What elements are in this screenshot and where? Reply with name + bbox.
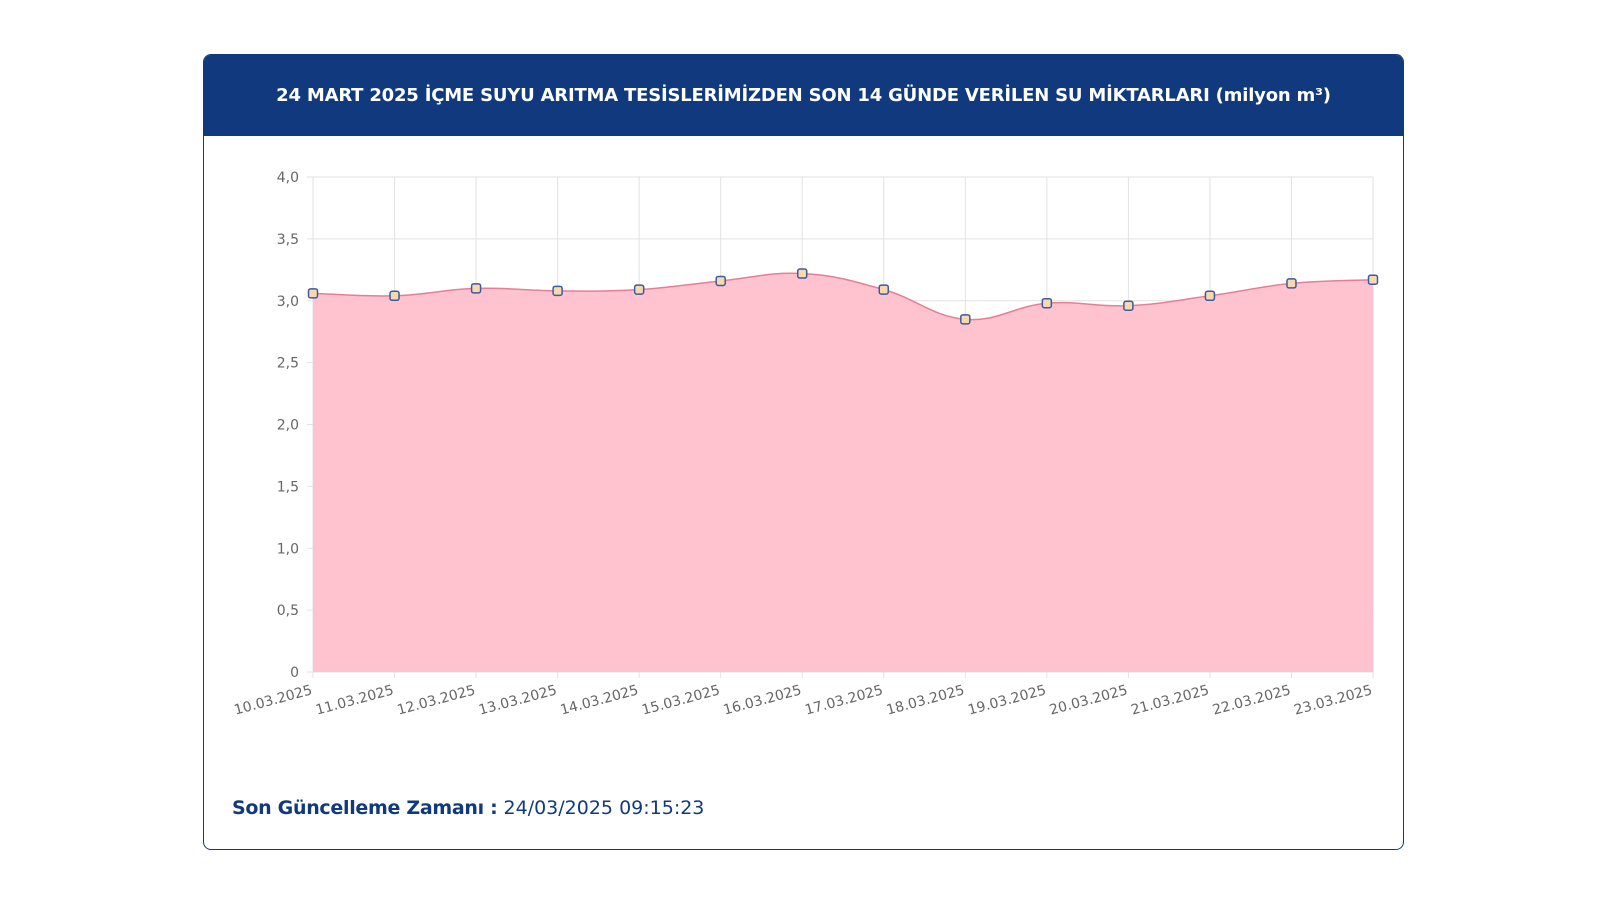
x-tick-label: 17.03.2025 xyxy=(803,682,885,718)
y-tick-label: 3,5 xyxy=(277,232,299,248)
data-point xyxy=(715,275,726,287)
last-update-label: Son Güncelleme Zamanı : xyxy=(232,797,498,819)
data-point xyxy=(470,283,482,294)
area-fill xyxy=(313,273,1373,672)
x-tick-label: 15.03.2025 xyxy=(640,682,722,718)
last-update-value: 24/03/2025 09:15:23 xyxy=(503,797,705,819)
series-line xyxy=(312,272,1374,321)
y-tick-label: 2,5 xyxy=(277,356,299,372)
y-tick-label: 2,0 xyxy=(277,418,299,434)
x-tick-label: 16.03.2025 xyxy=(722,682,804,718)
x-tick-label: 13.03.2025 xyxy=(477,682,559,718)
data-point xyxy=(1204,290,1216,302)
data-point xyxy=(796,268,808,279)
card-header: 24 MART 2025 İÇME SUYU ARITMA TESİSLERİM… xyxy=(204,55,1403,136)
data-point xyxy=(1041,297,1053,309)
y-tick-label: 4,0 xyxy=(277,170,299,186)
data-point xyxy=(552,285,563,297)
data-point xyxy=(1123,300,1134,311)
y-tick-label: 3,0 xyxy=(277,294,299,310)
y-tick-label: 1,5 xyxy=(277,479,299,495)
data-point xyxy=(878,284,890,295)
x-tick-label: 11.03.2025 xyxy=(314,682,396,718)
y-tick-label: 0,5 xyxy=(277,603,299,619)
x-tick-label: 22.03.2025 xyxy=(1211,682,1293,718)
data-point xyxy=(1367,274,1379,285)
y-tick-label: 1,0 xyxy=(277,541,299,557)
data-point xyxy=(1286,278,1297,289)
x-tick-label: 12.03.2025 xyxy=(396,682,478,718)
x-tick-label: 19.03.2025 xyxy=(966,682,1048,718)
last-update: Son Güncelleme Zamanı : 24/03/2025 09:15… xyxy=(232,797,704,819)
x-tick-label: 18.03.2025 xyxy=(885,682,967,718)
data-point xyxy=(389,290,400,302)
x-tick-label: 14.03.2025 xyxy=(559,682,641,718)
chart-title: 24 MART 2025 İÇME SUYU ARITMA TESİSLERİM… xyxy=(276,85,1331,106)
y-tick-label: 0 xyxy=(290,665,299,681)
x-tick-label: 10.03.2025 xyxy=(232,682,314,718)
data-point xyxy=(960,314,971,325)
x-tick-label: 21.03.2025 xyxy=(1129,682,1211,718)
data-point xyxy=(633,284,645,295)
data-point xyxy=(307,288,319,299)
x-tick-label: 23.03.2025 xyxy=(1292,682,1374,718)
x-tick-label: 20.03.2025 xyxy=(1048,682,1130,718)
